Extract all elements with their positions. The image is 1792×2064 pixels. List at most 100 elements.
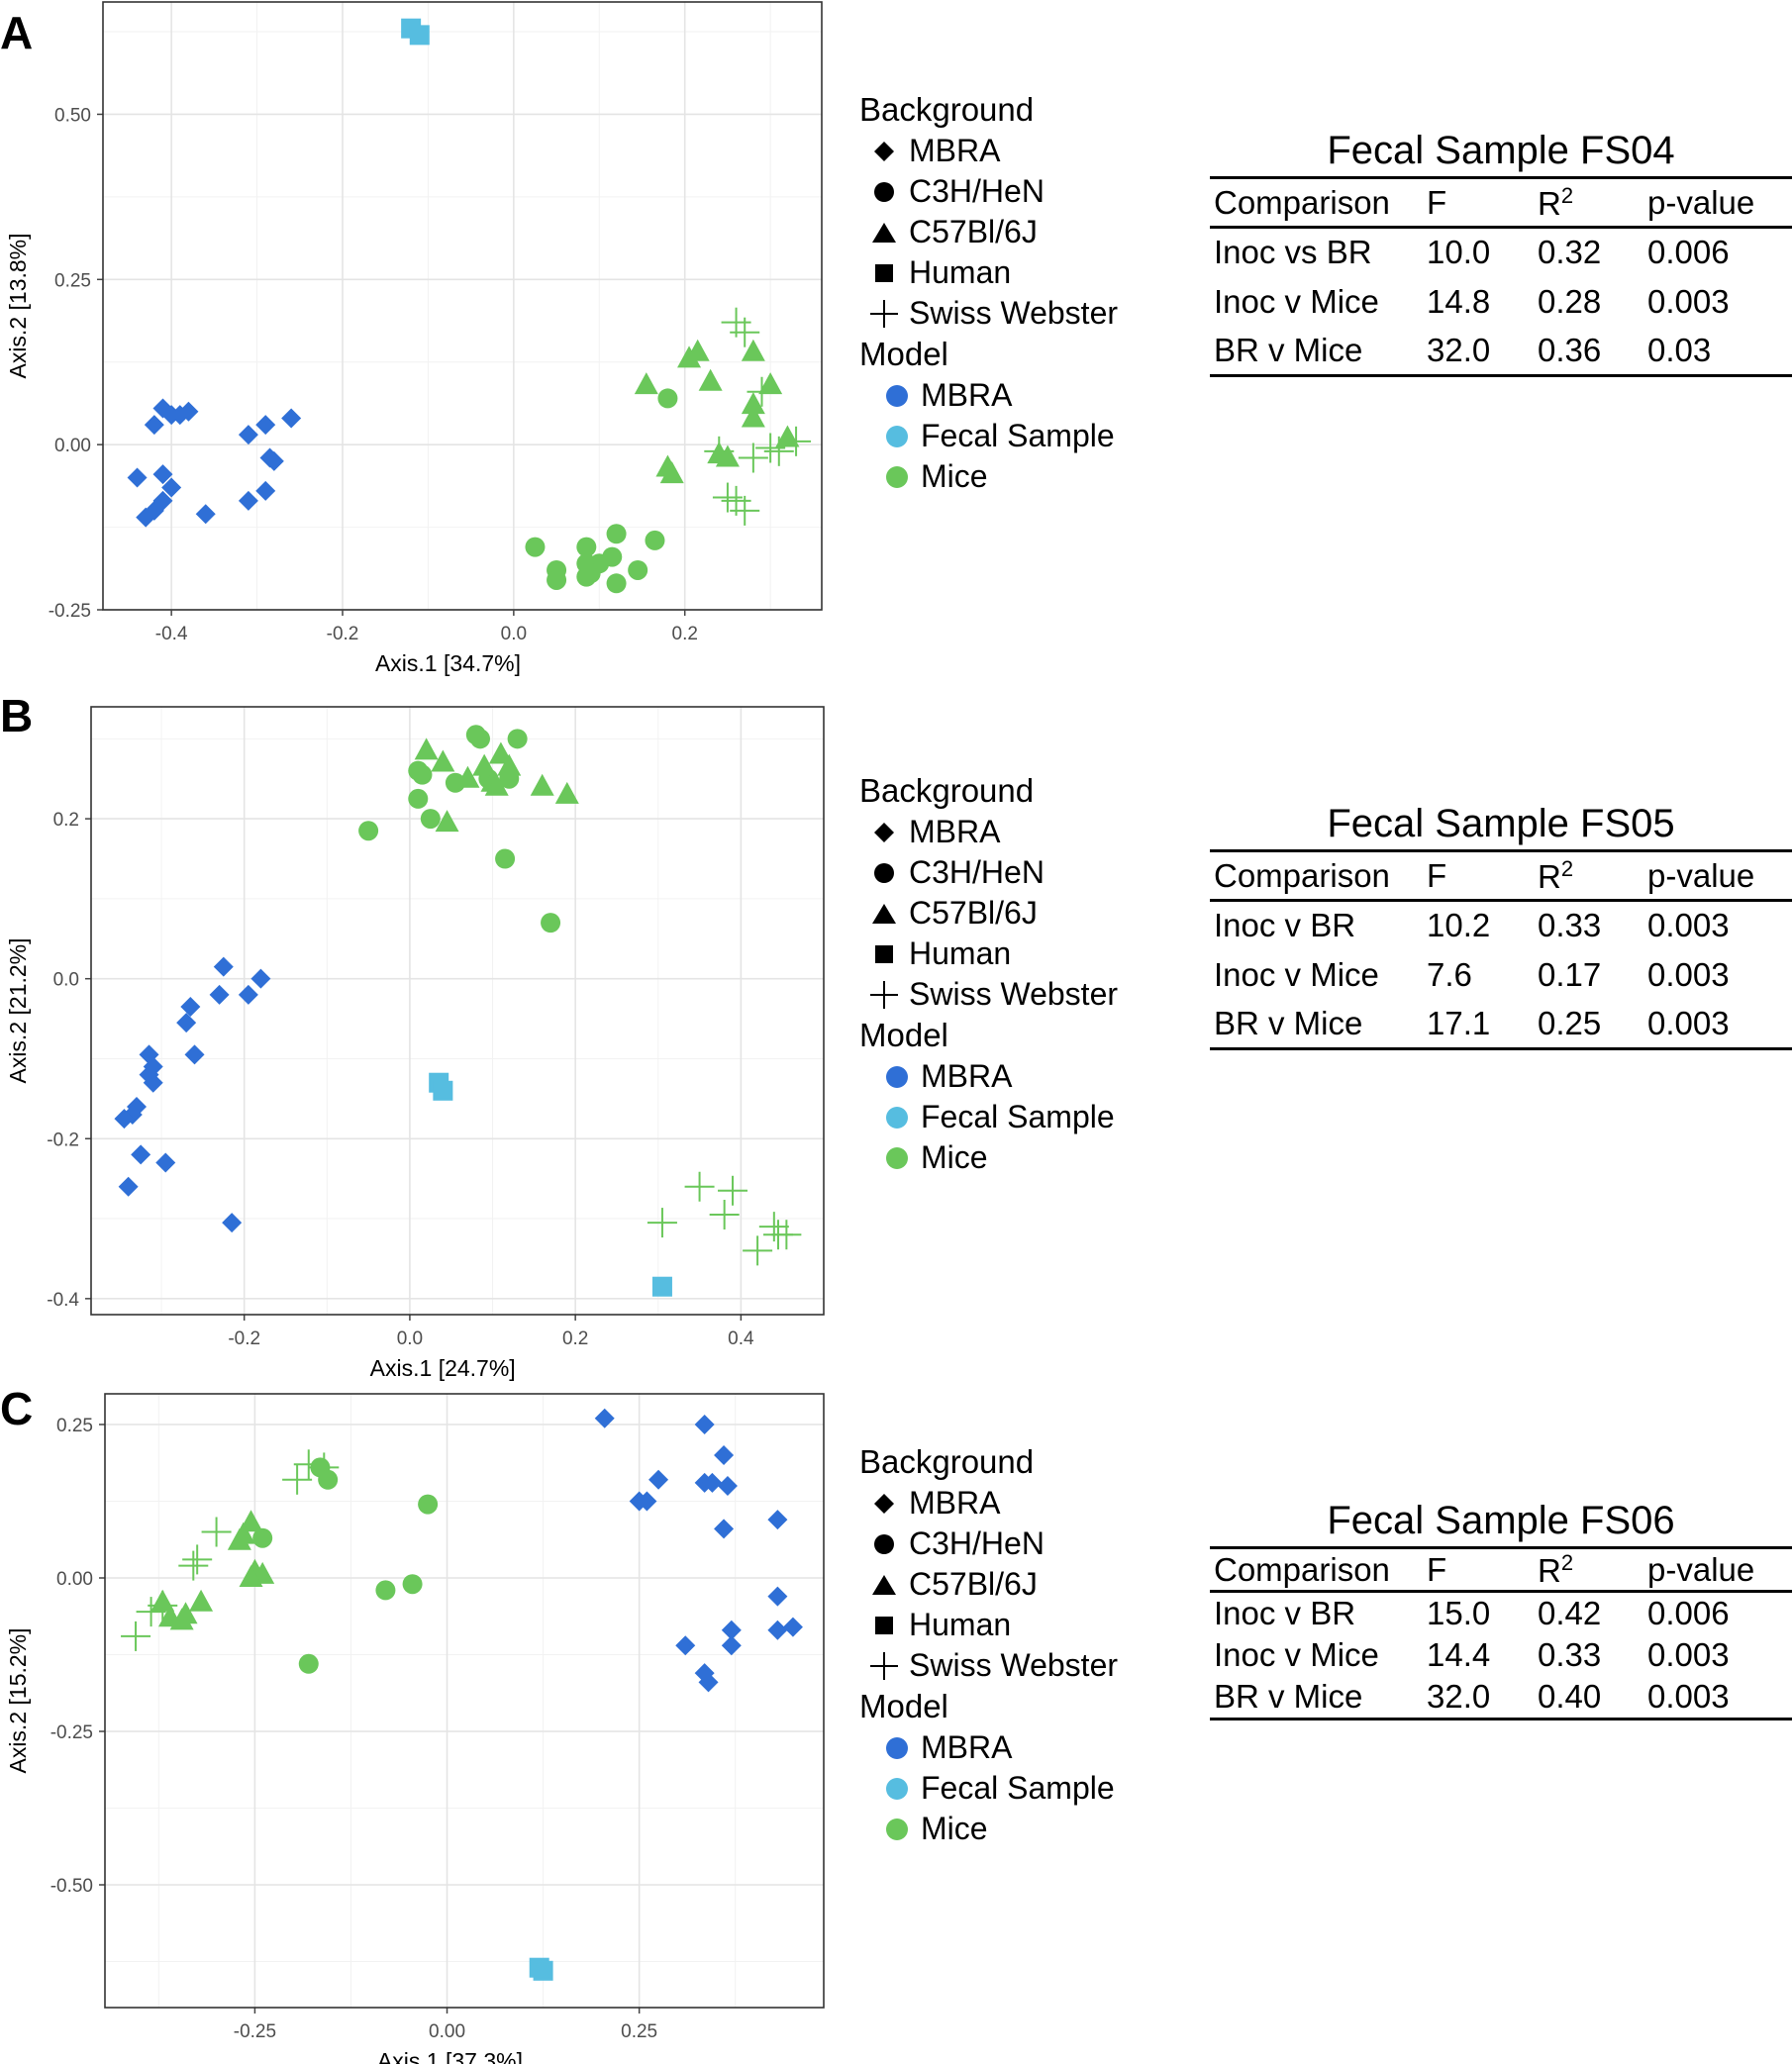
x-axis-label: Axis.1 [37.3%]: [377, 2048, 523, 2064]
legend-background-title: Background: [859, 91, 1035, 128]
point-circle: [445, 772, 465, 793]
point-circle: [645, 530, 665, 550]
point-circle: [252, 1527, 273, 1548]
point-diamond: [782, 1617, 803, 1637]
point-circle: [412, 764, 433, 785]
point-diamond: [721, 1620, 742, 1640]
point-plus: [718, 1175, 748, 1206]
col-header: p-value: [1647, 1546, 1792, 1593]
point-diamond: [152, 464, 173, 485]
y-tick-label: 0.50: [54, 105, 91, 126]
point-diamond: [195, 504, 216, 525]
point-diamond: [155, 1152, 176, 1173]
y-axis-label: Axis.2 [13.8%]: [5, 233, 31, 378]
col-header: Comparison: [1210, 176, 1427, 229]
point-triangle: [741, 392, 765, 415]
square-icon: [859, 1615, 909, 1636]
stats-title: Fecal Sample FS06: [1327, 1499, 1675, 1542]
circle-icon: [881, 1735, 913, 1761]
point-plus: [758, 1212, 789, 1242]
point-circle: [420, 809, 441, 830]
circle-icon: [881, 1064, 913, 1090]
point-plus: [178, 1550, 209, 1581]
point-plus: [743, 1235, 773, 1266]
legend-item-swiss: Swiss Webster: [859, 974, 1186, 1015]
col-header: p-value: [1647, 849, 1792, 902]
table-row: BR v Mice 32.0 0.40 0.003: [1210, 1676, 1792, 1720]
point-diamond: [136, 507, 156, 528]
x-tick-label: 0.25: [621, 2021, 657, 2042]
col-header: F: [1427, 176, 1538, 229]
point-circle: [495, 848, 516, 869]
point-plus: [755, 433, 786, 463]
plot-frame: [90, 706, 825, 1316]
point-circle: [402, 1574, 423, 1595]
x-tick-label: 0.2: [672, 624, 698, 644]
point-diamond: [176, 1013, 197, 1033]
legend-item-model-mice: Mice: [859, 456, 1186, 497]
point-plus: [201, 1517, 232, 1547]
point-diamond: [161, 477, 182, 498]
point-circle: [507, 729, 528, 749]
legend-item-model-fecal: Fecal Sample: [859, 1097, 1186, 1137]
point-circle: [628, 559, 648, 580]
point-diamond: [213, 956, 234, 977]
point-plus: [730, 317, 760, 347]
point-square: [409, 25, 430, 46]
y-tick-label: -0.25: [49, 601, 91, 622]
point-diamond: [184, 1044, 205, 1065]
point-circle: [469, 729, 490, 749]
col-header: F: [1427, 1546, 1538, 1593]
point-circle: [358, 821, 379, 841]
point-triangle: [455, 765, 480, 788]
col-header: F: [1427, 849, 1538, 902]
point-diamond: [238, 490, 258, 511]
point-square: [433, 1080, 453, 1101]
legend-model-title: Model: [859, 1017, 948, 1053]
x-tick-label: 0.0: [501, 624, 527, 644]
point-triangle: [634, 372, 658, 395]
permanova-table: Comparison F R2 p-value Inoc v BR 10.2 0.33 0.…: [1210, 849, 1792, 1050]
legend-item-c57: C57Bl/6J: [859, 1564, 1186, 1605]
diamond-icon: [859, 821, 909, 844]
y-tick-label: -0.2: [47, 1130, 79, 1150]
legend-b: Background MBRA C3H/HeN C57Bl/6J Human S…: [859, 770, 1186, 1178]
table-row: Inoc v Mice 7.6 0.17 0.003: [1214, 955, 1730, 993]
point-diamond: [144, 415, 164, 436]
point-square: [533, 1960, 553, 1981]
point-triangle: [414, 737, 439, 760]
point-plus: [709, 1200, 740, 1230]
table-row: BR v Mice 17.1 0.25 0.003: [1210, 999, 1792, 1050]
point-triangle: [659, 461, 684, 484]
table-row: Inoc v Mice 14.4 0.33 0.003: [1214, 1636, 1730, 1673]
point-diamond: [131, 1144, 151, 1165]
point-plus: [771, 1220, 802, 1250]
y-axis-label: Axis.2 [15.2%]: [5, 1627, 31, 1773]
point-diamond: [694, 1415, 715, 1434]
col-header: R2: [1538, 849, 1647, 902]
legend-item-model-mbra: MBRA: [859, 1056, 1186, 1097]
point-circle: [298, 1653, 319, 1674]
point-triangle: [173, 1602, 198, 1624]
legend-item-mbra: MBRA: [859, 131, 1186, 171]
point-diamond: [238, 425, 258, 445]
legend-background-title: Background: [859, 772, 1035, 809]
legend-item-model-mice: Mice: [859, 1809, 1186, 1849]
point-circle: [418, 1494, 439, 1515]
diamond-icon: [859, 140, 909, 163]
point-circle: [318, 1469, 339, 1490]
panel-letter: A: [0, 7, 34, 58]
panel-c: C -0.25 0.00 0.25 -0.50 -0.25 0.00 0.25 Axis.1 …: [0, 1376, 1792, 2064]
point-circle: [606, 524, 627, 544]
stats-table-c: Fecal Sample FS06 Comparison F R2 p-value I…: [1210, 1495, 1792, 1720]
circle-icon: [881, 1776, 913, 1802]
x-tick-label: 0.00: [429, 2021, 465, 2042]
legend-item-human: Human: [859, 1605, 1186, 1645]
point-diamond: [126, 1096, 147, 1117]
square-icon: [859, 262, 909, 284]
plot-frame: [104, 1393, 825, 2009]
point-circle: [602, 546, 623, 567]
point-plus: [136, 1597, 166, 1627]
point-diamond: [127, 467, 148, 488]
legend-item-model-mice: Mice: [859, 1137, 1186, 1178]
